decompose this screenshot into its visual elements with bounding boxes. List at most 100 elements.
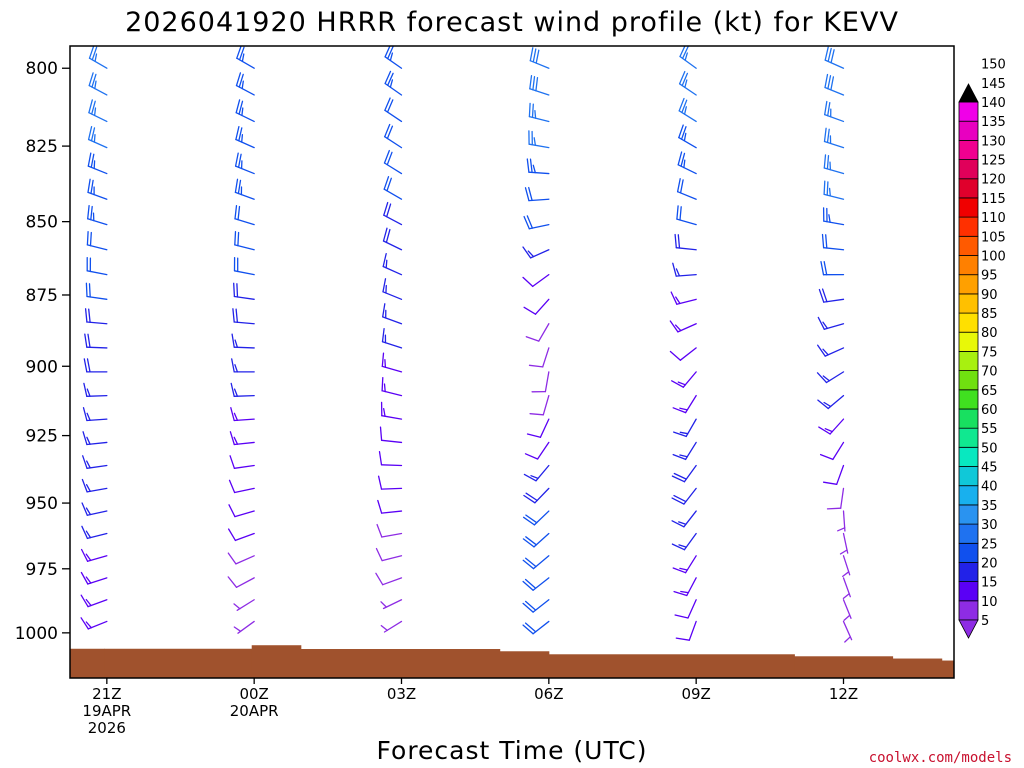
wind-barb-feather: [381, 327, 385, 343]
chart-title: 2026041920 HRRR forecast wind profile (k…: [125, 7, 899, 38]
wind-barb-feather: [89, 231, 92, 247]
wind-barb-feather: [818, 288, 825, 303]
wind-barb-shaft: [235, 577, 255, 588]
wind-barb-feather: [227, 552, 237, 565]
wind-barb-feather: [837, 527, 846, 532]
wind-barb-feather: [681, 72, 689, 87]
surface-step: [104, 648, 253, 678]
wind-barb-shaft: [840, 487, 845, 509]
wind-barb-feather: [679, 567, 688, 571]
wind-barb-feather: [674, 324, 682, 332]
colorbar-segment: [958, 562, 979, 583]
wind-barb-feather: [681, 99, 688, 114]
wind-barb-feather: [231, 333, 235, 348]
wind-barb-feather: [382, 252, 387, 268]
wind-barb-feather: [673, 590, 688, 597]
wind-barb-feather: [678, 124, 684, 139]
wind-barb-feather: [88, 46, 95, 59]
colorbar-segment: [958, 504, 979, 525]
colorbar-segment: [958, 159, 979, 180]
y-tick-label: 975: [26, 560, 58, 580]
wind-barb-shaft: [233, 487, 255, 494]
wind-barb-feather: [975, 45, 980, 57]
x-tick-label: 09Z: [681, 685, 710, 703]
wind-barb-feather: [88, 99, 93, 114]
wind-barb-feather: [675, 268, 681, 277]
surface-step: [300, 649, 501, 678]
wind-barb-feather: [528, 186, 533, 202]
surface-terrain: [70, 645, 954, 678]
wind-barb-feather: [683, 106, 687, 115]
wind-barb-shaft: [836, 464, 845, 485]
wind-barb-feather: [674, 233, 677, 249]
wind-barb-feather: [238, 46, 245, 61]
wind-barb-feather: [677, 381, 687, 386]
colorbar-segment: [958, 120, 979, 141]
colorbar-segment: [958, 101, 979, 122]
wind-barb-feather: [672, 453, 687, 461]
wind-barb-feather: [233, 626, 242, 632]
wind-barb-feather: [81, 525, 89, 540]
colorbar-tick-label: 140: [981, 96, 1006, 111]
colorbar-segment: [958, 178, 979, 199]
wind-barb-feather: [671, 520, 685, 528]
wind-barb-feather: [839, 549, 848, 555]
wind-barb-feather: [821, 233, 825, 249]
wind-barb-feather: [678, 544, 687, 548]
wind-barb-feather: [85, 621, 92, 629]
wind-barb-feather: [377, 475, 383, 490]
wind-barb-feather: [80, 571, 89, 585]
colorbar-segment: [958, 485, 979, 506]
wind-barb-feather: [822, 348, 829, 356]
wind-barb-feather: [528, 364, 544, 368]
wind-barb-shaft: [234, 532, 255, 542]
wind-barb-feather: [235, 72, 242, 87]
wind-barb-feather: [241, 53, 245, 63]
wind-barb-feather: [87, 204, 90, 220]
wind-barb-feather: [86, 231, 89, 246]
wind-barb-feather: [827, 47, 832, 63]
wind-barb-shaft: [534, 298, 550, 315]
wind-barb-feather: [386, 125, 394, 140]
wind-barb-feather: [383, 149, 390, 164]
wind-barb-feather: [88, 72, 94, 87]
colorbar-segment: [958, 466, 979, 487]
wind-barb-feather: [85, 576, 92, 584]
wind-profile-column: [80, 46, 108, 630]
wind-barb-feather: [679, 431, 689, 435]
wind-barb-feather: [522, 538, 535, 548]
wind-profile-column: [375, 46, 403, 633]
colorbar-tick-label: 50: [981, 441, 998, 456]
wind-barb-feather: [673, 494, 687, 503]
colorbar-tick-label: 125: [981, 154, 1006, 169]
wind-barb-feather: [234, 152, 239, 167]
wind-barb-feather: [375, 547, 383, 562]
wind-barb-feather: [671, 475, 686, 483]
colorbar-tick-label: 120: [981, 173, 1006, 188]
colorbar-segment: [958, 427, 979, 448]
wind-barb-feather: [844, 636, 851, 643]
credit-link[interactable]: coolwx.com/models: [869, 750, 1012, 766]
wind-barb-feather: [382, 278, 387, 293]
wind-barb-feather: [84, 333, 88, 348]
wind-barb-feather: [88, 308, 91, 323]
wind-barb-feather: [234, 364, 239, 373]
wind-barb-feather: [82, 431, 88, 446]
wind-barb-feather: [237, 179, 242, 195]
wind-barb-shaft: [380, 464, 403, 467]
wind-barb-feather: [85, 598, 92, 607]
x-axis-label: Forecast Time (UTC): [377, 736, 648, 765]
wind-barb-shaft: [234, 510, 255, 518]
wind-barb-shaft: [679, 347, 697, 361]
wind-barb-feather: [825, 234, 828, 249]
wind-barb-feather: [87, 178, 91, 194]
wind-barb-shaft: [544, 371, 550, 393]
wind-barb-feather: [534, 109, 537, 119]
wind-barb-feather: [238, 73, 244, 88]
wind-barb-feather: [684, 79, 688, 89]
wind-barb-shaft: [233, 464, 255, 469]
surface-step: [251, 645, 302, 678]
wind-barb-feather: [681, 46, 689, 60]
colorbar-tick-label: 20: [981, 556, 998, 571]
wind-barb-feather: [91, 46, 98, 61]
